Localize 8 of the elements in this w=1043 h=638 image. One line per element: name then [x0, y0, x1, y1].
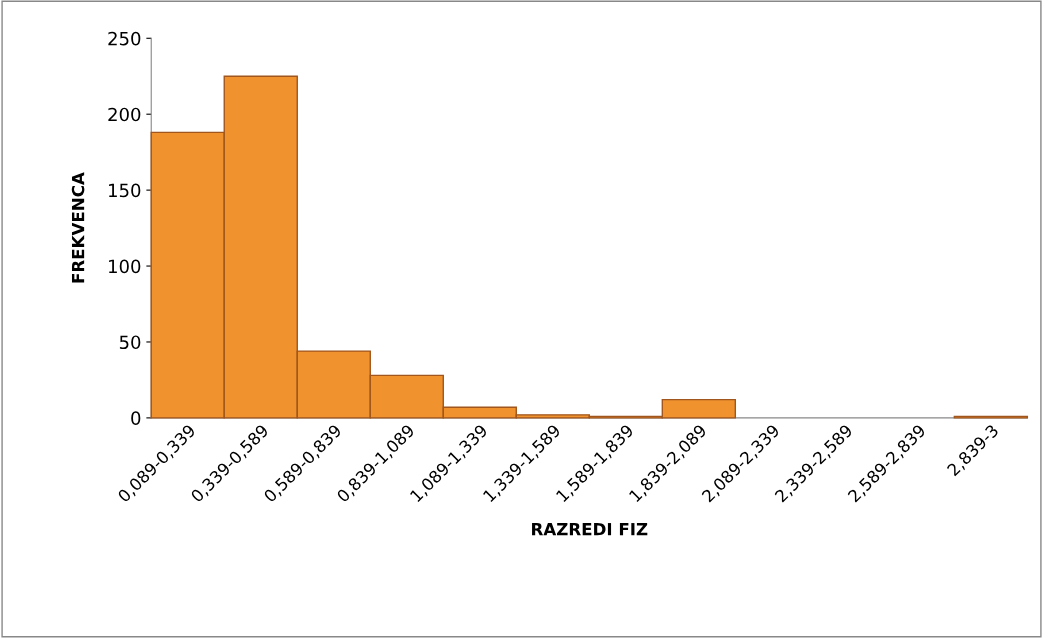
y-axis-title: FREKVENCA [71, 172, 85, 283]
y-tick-label: 50 [119, 335, 141, 350]
y-tick-label: 200 [108, 107, 141, 122]
x-axis-title: RAZREDI FIZ [532, 523, 648, 536]
y-tick-label: 150 [109, 183, 141, 198]
y-tick-label: 0 [131, 411, 141, 426]
y-tick-label: 100 [109, 259, 141, 274]
y-tick-label: 250 [108, 31, 141, 46]
